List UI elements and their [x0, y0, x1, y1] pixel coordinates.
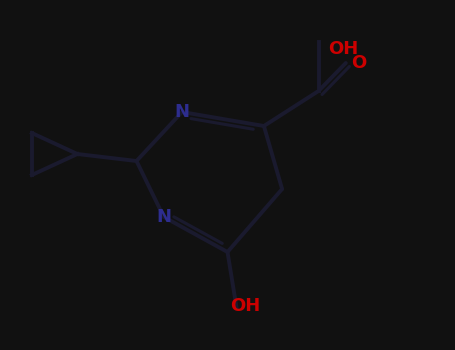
- Text: O: O: [351, 54, 366, 72]
- Text: OH: OH: [328, 40, 358, 58]
- Text: N: N: [175, 103, 189, 121]
- Text: N: N: [157, 208, 171, 226]
- Text: OH: OH: [231, 297, 261, 315]
